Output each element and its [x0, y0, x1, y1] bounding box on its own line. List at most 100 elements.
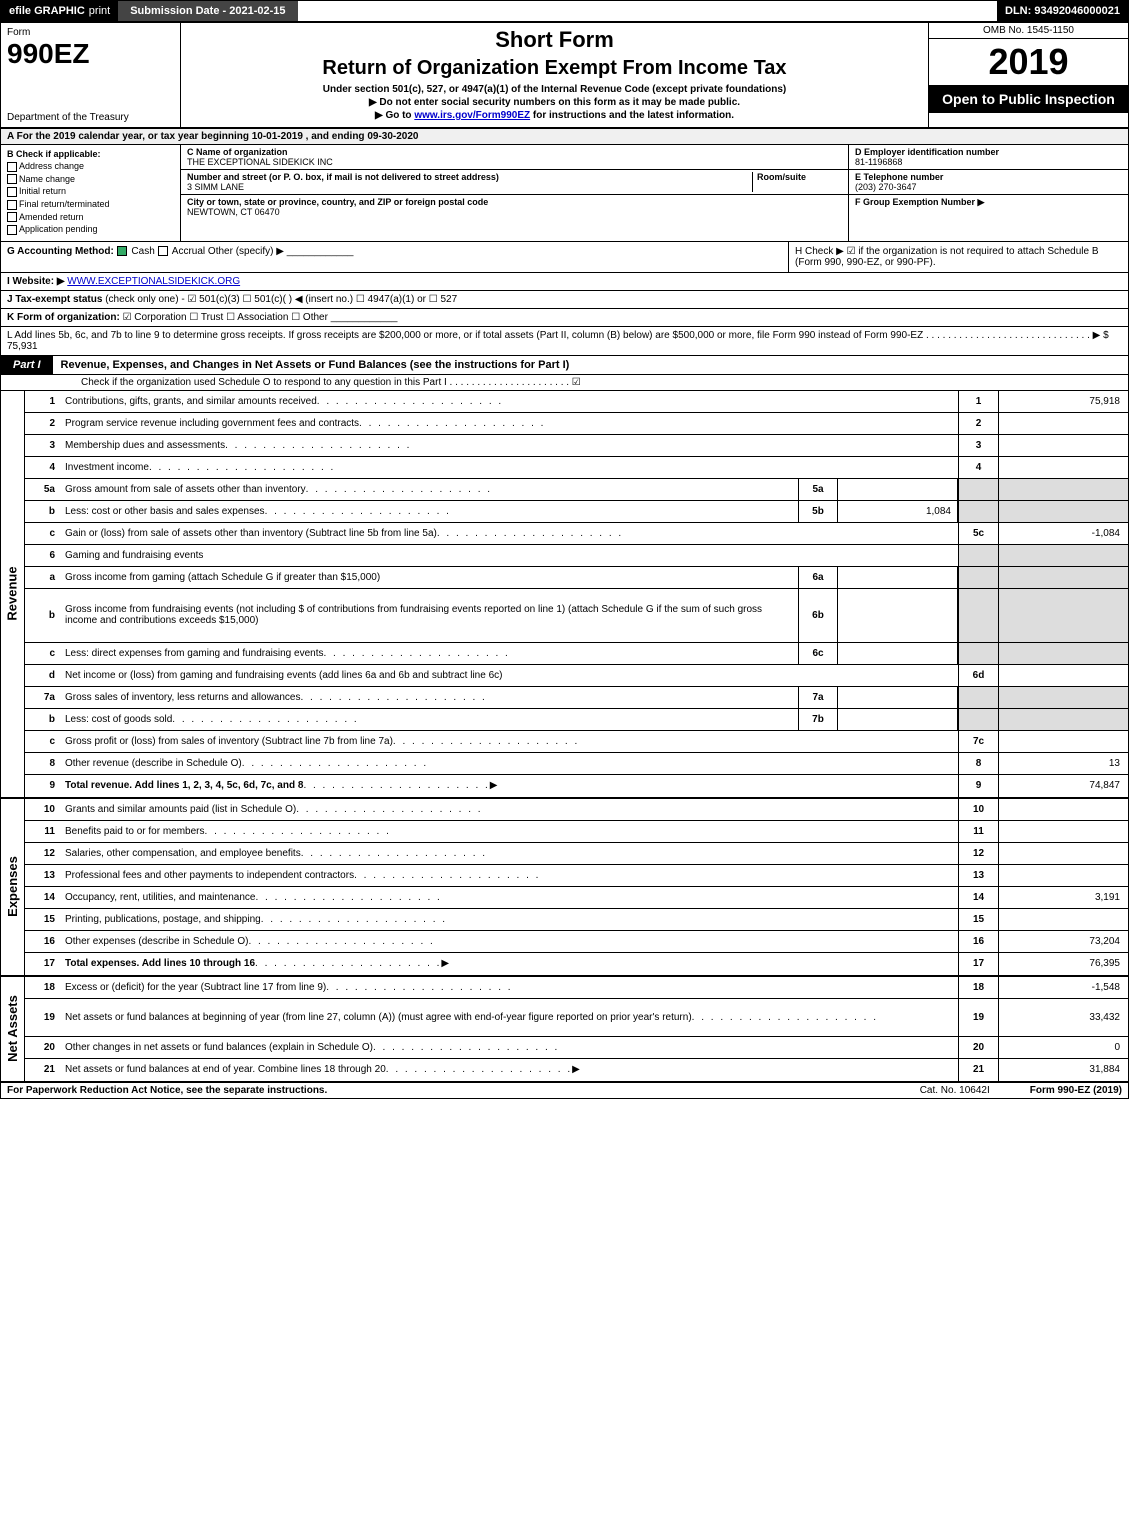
line-7b: b Less: cost of goods sold 7b [25, 709, 1128, 731]
part1-title: Revenue, Expenses, and Changes in Net As… [53, 356, 578, 374]
line-20: 20 Other changes in net assets or fund b… [25, 1037, 1128, 1059]
line-1: 1 Contributions, gifts, grants, and simi… [25, 391, 1128, 413]
section-a-tax-year: A For the 2019 calendar year, or tax yea… [1, 129, 1128, 145]
section-b: B Check if applicable: Address change Na… [1, 145, 181, 241]
tax-year: 2019 [929, 39, 1128, 85]
line-6c: c Less: direct expenses from gaming and … [25, 643, 1128, 665]
line-17: 17 Total expenses. Add lines 10 through … [25, 953, 1128, 975]
section-d: D Employer identification number 81-1196… [849, 145, 1128, 170]
line-18: 18 Excess or (deficit) for the year (Sub… [25, 977, 1128, 999]
line-15: 15 Printing, publications, postage, and … [25, 909, 1128, 931]
section-gh: G Accounting Method: Cash Accrual Other … [1, 242, 1128, 273]
section-f: F Group Exemption Number ▶ [849, 195, 1128, 241]
org-name-row: C Name of organization THE EXCEPTIONAL S… [181, 145, 848, 170]
section-k: K Form of organization: ☑ Corporation ☐ … [1, 309, 1128, 327]
line-12: 12 Salaries, other compensation, and emp… [25, 843, 1128, 865]
section-g: G Accounting Method: Cash Accrual Other … [1, 242, 788, 272]
paperwork-notice: For Paperwork Reduction Act Notice, see … [7, 1085, 880, 1096]
top-bar: efile GRAPHIC print Submission Date - 20… [1, 1, 1128, 23]
phone: (203) 270-3647 [855, 182, 1122, 192]
org-addr-row: Number and street (or P. O. box, if mail… [181, 170, 848, 195]
cb-cash[interactable] [117, 246, 127, 256]
efile-bold: efile GRAPHIC [9, 5, 85, 17]
topbar-spacer [298, 1, 998, 21]
header-left: Form 990EZ Department of the Treasury [1, 23, 181, 127]
form-label: Form [7, 27, 174, 38]
line-11: 11 Benefits paid to or for members 11 [25, 821, 1128, 843]
line-9: 9 Total revenue. Add lines 1, 2, 3, 4, 5… [25, 775, 1128, 797]
section-b-header: B Check if applicable: [7, 149, 174, 159]
cb-final-return[interactable]: Final return/terminated [7, 199, 174, 210]
cb-address-change[interactable]: Address change [7, 161, 174, 172]
net-assets-section: Net Assets 18 Excess or (deficit) for th… [1, 977, 1128, 1082]
net-assets-tbl: 18 Excess or (deficit) for the year (Sub… [25, 977, 1128, 1081]
dept-treasury: Department of the Treasury [7, 112, 174, 123]
irs-link[interactable]: www.irs.gov/Form990EZ [414, 110, 530, 121]
line-7c: c Gross profit or (loss) from sales of i… [25, 731, 1128, 753]
line-21: 21 Net assets or fund balances at end of… [25, 1059, 1128, 1081]
under-section: Under section 501(c), 527, or 4947(a)(1)… [189, 84, 920, 95]
header-center: Short Form Return of Organization Exempt… [181, 23, 928, 127]
efile-graphic-print[interactable]: efile GRAPHIC print [1, 1, 118, 21]
part1-sub: Check if the organization used Schedule … [1, 375, 1128, 391]
section-c: C Name of organization THE EXCEPTIONAL S… [181, 145, 848, 241]
submission-date: Submission Date - 2021-02-15 [118, 1, 297, 21]
org-address: 3 SIMM LANE [187, 182, 752, 192]
return-title: Return of Organization Exempt From Incom… [189, 57, 920, 80]
revenue-section: Revenue 1 Contributions, gifts, grants, … [1, 391, 1128, 799]
line-8: 8 Other revenue (describe in Schedule O)… [25, 753, 1128, 775]
part1-label: Part I [1, 356, 53, 374]
section-j: J Tax-exempt status (check only one) - ☑… [1, 291, 1128, 309]
expenses-tbl: 10 Grants and similar amounts paid (list… [25, 799, 1128, 975]
page-footer: For Paperwork Reduction Act Notice, see … [1, 1082, 1128, 1098]
line-16: 16 Other expenses (describe in Schedule … [25, 931, 1128, 953]
cb-name-change[interactable]: Name change [7, 174, 174, 185]
line-4: 4 Investment income 4 [25, 457, 1128, 479]
efile-print: print [89, 5, 110, 17]
line-6b: b Gross income from fundraising events (… [25, 589, 1128, 643]
goto-instructions: ▶ Go to www.irs.gov/Form990EZ for instru… [189, 110, 920, 121]
line-6d: d Net income or (loss) from gaming and f… [25, 665, 1128, 687]
line-10: 10 Grants and similar amounts paid (list… [25, 799, 1128, 821]
line-5b: b Less: cost or other basis and sales ex… [25, 501, 1128, 523]
short-form-title: Short Form [189, 27, 920, 53]
form-990ez-page: efile GRAPHIC print Submission Date - 20… [0, 0, 1129, 1099]
cb-amended-return[interactable]: Amended return [7, 212, 174, 223]
line-13: 13 Professional fees and other payments … [25, 865, 1128, 887]
ein: 81-1196868 [855, 157, 1122, 167]
form-header: Form 990EZ Department of the Treasury Sh… [1, 23, 1128, 129]
side-expenses: Expenses [1, 799, 25, 975]
cb-initial-return[interactable]: Initial return [7, 186, 174, 197]
omb-number: OMB No. 1545-1150 [929, 23, 1128, 39]
line-6: 6 Gaming and fundraising events [25, 545, 1128, 567]
org-city: NEWTOWN, CT 06470 [187, 207, 842, 217]
website-link[interactable]: WWW.EXCEPTIONALSIDEKICK.ORG [67, 276, 240, 287]
line-14: 14 Occupancy, rent, utilities, and maint… [25, 887, 1128, 909]
section-def: D Employer identification number 81-1196… [848, 145, 1128, 241]
cb-accrual[interactable] [158, 246, 168, 256]
line-5a: 5a Gross amount from sale of assets othe… [25, 479, 1128, 501]
section-l: L Add lines 5b, 6c, and 7b to line 9 to … [1, 327, 1128, 356]
side-net-assets: Net Assets [1, 977, 25, 1081]
org-name: THE EXCEPTIONAL SIDEKICK INC [187, 157, 842, 167]
section-i: I Website: ▶ WWW.EXCEPTIONALSIDEKICK.ORG [1, 273, 1128, 291]
expenses-section: Expenses 10 Grants and similar amounts p… [1, 799, 1128, 977]
line-3: 3 Membership dues and assessments 3 [25, 435, 1128, 457]
cb-application-pending[interactable]: Application pending [7, 224, 174, 235]
header-right: OMB No. 1545-1150 2019 Open to Public In… [928, 23, 1128, 127]
info-block: B Check if applicable: Address change Na… [1, 145, 1128, 242]
form-number: 990EZ [7, 38, 174, 70]
no-ssn-warning: ▶ Do not enter social security numbers o… [189, 97, 920, 108]
form-footer-label: Form 990-EZ (2019) [1030, 1085, 1122, 1096]
line-7a: 7a Gross sales of inventory, less return… [25, 687, 1128, 709]
cat-no: Cat. No. 10642I [920, 1085, 990, 1096]
open-to-public: Open to Public Inspection [929, 85, 1128, 113]
line-6a: a Gross income from gaming (attach Sched… [25, 567, 1128, 589]
org-city-row: City or town, state or province, country… [181, 195, 848, 219]
side-revenue: Revenue [1, 391, 25, 797]
line-2: 2 Program service revenue including gove… [25, 413, 1128, 435]
line-19: 19 Net assets or fund balances at beginn… [25, 999, 1128, 1037]
section-h: H Check ▶ ☑ if the organization is not r… [788, 242, 1128, 272]
line-5c: c Gain or (loss) from sale of assets oth… [25, 523, 1128, 545]
revenue-tbl: 1 Contributions, gifts, grants, and simi… [25, 391, 1128, 797]
